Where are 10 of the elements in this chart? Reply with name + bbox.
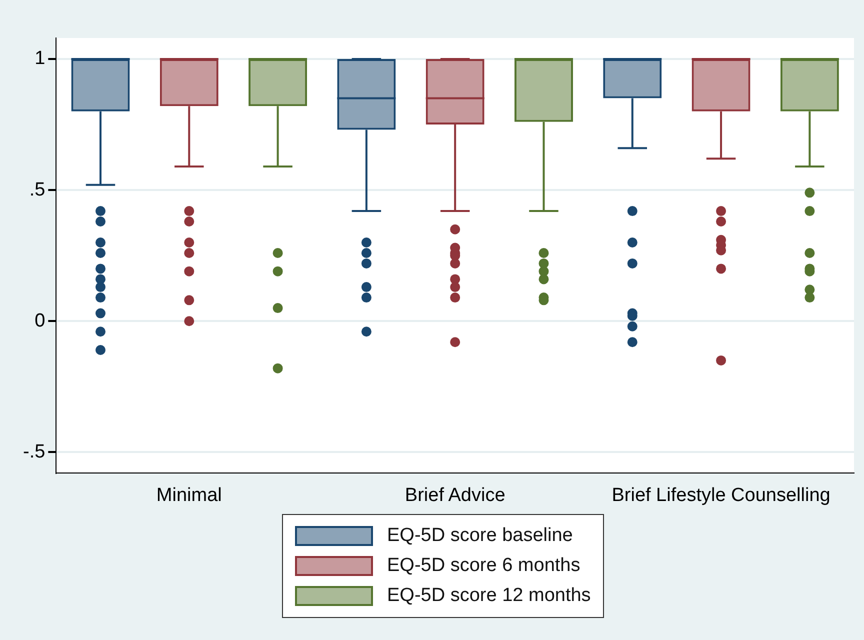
y-tick-label: -.5: [22, 441, 46, 462]
x-tick-label: Brief Lifestyle Counselling: [612, 484, 830, 506]
legend-label: EQ-5D score baseline: [387, 525, 573, 547]
legend-label: EQ-5D score 6 months: [387, 555, 580, 577]
legend-label: EQ-5D score 12 months: [387, 585, 591, 607]
x-tick-label: Minimal: [156, 484, 222, 506]
y-tick-label: .5: [29, 179, 46, 200]
y-tick-label: 0: [34, 310, 46, 332]
x-tick-label: Brief Advice: [404, 484, 506, 506]
y-tick-label: 1: [34, 48, 46, 70]
